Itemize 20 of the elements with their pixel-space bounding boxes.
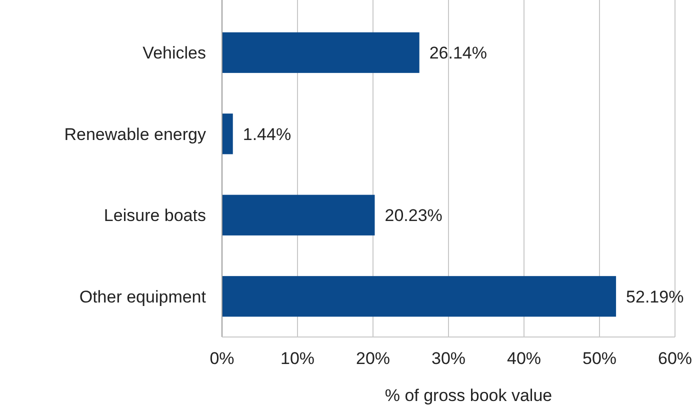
x-axis-title: % of gross book value (384, 386, 552, 405)
x-tick-label: 40% (506, 349, 542, 368)
x-tick-label: 50% (582, 349, 617, 368)
x-tick-label: 30% (431, 349, 466, 368)
y-tick-label: Vehicles (142, 44, 206, 63)
bar (222, 194, 375, 236)
y-tick-label: Leisure boats (104, 206, 206, 226)
bar (222, 276, 616, 317)
bar (222, 32, 420, 73)
y-tick-label: Other equipment (79, 287, 206, 306)
x-tick-label: 60% (658, 349, 692, 368)
bar (222, 114, 233, 154)
x-tick-label: 10% (280, 349, 315, 368)
y-tick-label: Renewable energy (64, 124, 206, 144)
x-tick-label: 0% (210, 349, 234, 368)
x-tick-label: 20% (356, 349, 390, 368)
data-label: 26.14% (429, 44, 488, 63)
data-label: 20.23% (384, 206, 442, 226)
data-label: 52.19% (626, 287, 684, 306)
data-label: 1.44% (242, 124, 292, 144)
